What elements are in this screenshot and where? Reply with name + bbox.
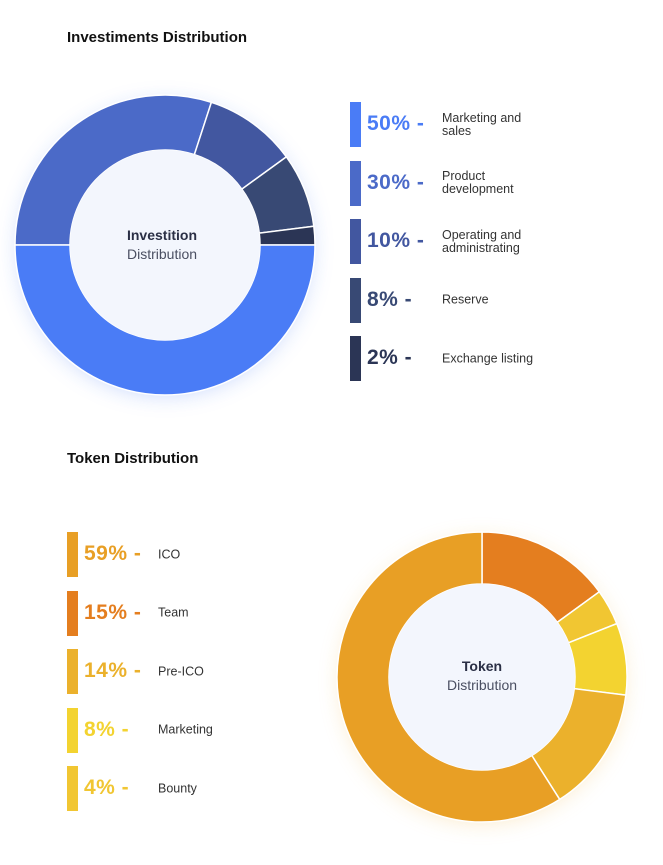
- token-legend-color-bar: [67, 766, 78, 811]
- token-legend-label: Pre-ICO: [158, 664, 204, 678]
- token-legend-label: Marketing: [158, 722, 213, 737]
- investments-center-bold: Investition: [126, 227, 197, 243]
- investments-legend-percent: 2% -: [367, 346, 413, 369]
- investments-center-hole: [70, 150, 260, 340]
- token-legend-percent: 4% -: [84, 776, 130, 799]
- token-legend-color-bar: [67, 707, 78, 753]
- investments-legend-color-bar: [350, 160, 361, 206]
- token-legend-label: Team: [158, 605, 189, 620]
- investments-legend-color-bar: [350, 277, 361, 323]
- token-donut-chart: [336, 531, 628, 823]
- investments-legend-percent: 10% -: [367, 229, 425, 252]
- token-center-bold: Token: [461, 658, 503, 674]
- investments-legend-label: Operating and administrating: [442, 227, 522, 255]
- token-center-light: Distribution: [446, 677, 518, 693]
- investments-legend-label: Reserve: [442, 292, 489, 307]
- investments-legend-label: Marketing and sales: [442, 110, 522, 138]
- investments-donut-chart: [14, 94, 316, 396]
- token-title: Token Distribution: [67, 450, 199, 467]
- investments-legend-percent: 50% -: [367, 112, 425, 135]
- token-legend-percent: 15% -: [84, 600, 142, 624]
- token-legend-color-bar: [67, 590, 78, 636]
- investments-center-label: Investition Distribution: [62, 226, 262, 264]
- token-legend-percent: 14% -: [84, 659, 142, 682]
- investments-legend-color-bar: [350, 336, 361, 381]
- investments-legend-label: Product development: [442, 169, 514, 196]
- token-center-label: Token Distribution: [382, 657, 582, 695]
- investments-legend-color-bar: [350, 219, 361, 264]
- token-legend-color-bar: [67, 649, 78, 694]
- investments-legend-percent: 30% -: [367, 170, 425, 194]
- token-legend-label: ICO: [158, 547, 181, 561]
- token-legend-color-bar: [67, 532, 78, 577]
- investments-legend-color-bar: [350, 102, 361, 147]
- token-legend-percent: 8% -: [84, 717, 130, 741]
- token-legend-percent: 59% -: [84, 542, 142, 565]
- investments-legend-percent: 8% -: [367, 287, 413, 311]
- investments-title: Investiments Distribution: [67, 29, 248, 46]
- token-center-hole: [389, 584, 575, 770]
- investments-center-light: Distribution: [126, 246, 198, 262]
- investments-legend-label: Exchange listing: [442, 351, 534, 365]
- token-legend-label: Bounty: [158, 781, 197, 795]
